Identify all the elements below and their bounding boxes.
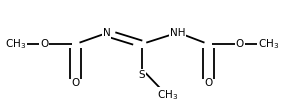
Text: CH$_3$: CH$_3$ <box>258 37 279 51</box>
Text: O: O <box>236 39 244 49</box>
Text: CH$_3$: CH$_3$ <box>5 37 26 51</box>
Text: O: O <box>71 78 80 88</box>
Text: O: O <box>40 39 48 49</box>
Text: NH: NH <box>170 28 185 38</box>
Text: S: S <box>139 70 145 80</box>
Text: CH$_3$: CH$_3$ <box>157 88 178 102</box>
Text: O: O <box>204 78 213 88</box>
Text: N: N <box>103 28 110 38</box>
